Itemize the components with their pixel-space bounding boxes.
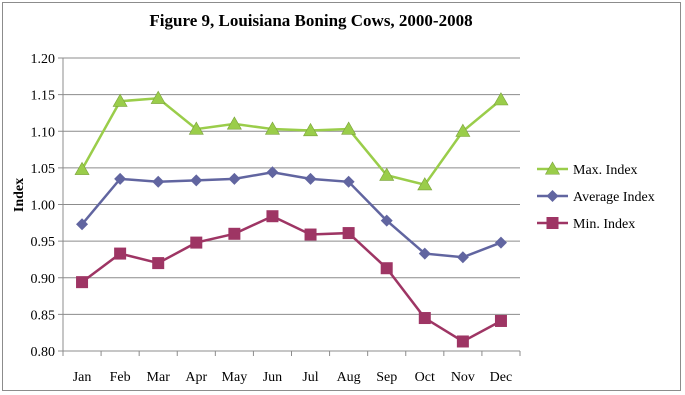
data-point — [456, 251, 469, 264]
data-point — [342, 175, 355, 188]
data-point — [74, 161, 90, 175]
data-point — [228, 172, 241, 185]
x-tick-label: Oct — [415, 370, 435, 385]
x-tick-label: May — [222, 370, 248, 385]
data-point — [380, 214, 393, 227]
legend-label: Max. Index — [573, 163, 638, 178]
data-point — [304, 228, 317, 241]
series-line — [81, 214, 502, 343]
x-tick-label: Jan — [73, 370, 92, 385]
data-point — [379, 167, 395, 181]
gridlines — [63, 57, 520, 352]
legend: Max. Index Average Index Min. Index — [537, 161, 655, 232]
y-tick-label: 1.05 — [31, 162, 56, 177]
data-point — [150, 90, 166, 104]
y-tick-label: 1.00 — [31, 199, 56, 214]
legend-item: Average Index — [537, 190, 655, 205]
y-tick-label: 1.20 — [31, 52, 56, 67]
data-point — [494, 314, 507, 327]
x-tick-label: Jun — [263, 370, 282, 385]
data-point — [493, 92, 509, 106]
series-min-index — [76, 210, 507, 348]
series — [74, 90, 509, 348]
legend-marker — [546, 217, 559, 229]
data-point — [114, 172, 127, 185]
legend-label: Min. Index — [573, 217, 635, 232]
series-max-index — [74, 90, 509, 191]
data-point — [417, 177, 433, 191]
data-point — [341, 121, 357, 135]
series-line — [80, 97, 502, 187]
legend-label: Average Index — [573, 190, 655, 205]
legend-marker — [544, 161, 561, 175]
x-tick-label: Apr — [185, 370, 207, 385]
data-point — [304, 172, 317, 185]
x-tick-label: Sep — [376, 370, 397, 385]
x-tick-label: Mar — [147, 370, 171, 385]
data-point — [342, 227, 355, 240]
data-point — [418, 312, 431, 325]
x-tick-label: Jul — [302, 370, 318, 385]
y-tick-label: 1.10 — [31, 125, 56, 140]
x-tick-label: Feb — [110, 370, 131, 385]
data-point — [494, 236, 507, 249]
data-point — [266, 210, 279, 223]
chart-title: Figure 9, Louisiana Boning Cows, 2000-20… — [149, 11, 472, 30]
data-point — [418, 247, 431, 260]
data-point — [228, 227, 241, 240]
legend-item: Min. Index — [537, 217, 635, 232]
data-point — [456, 335, 469, 348]
y-axis-label: Index — [12, 178, 27, 212]
data-point — [264, 121, 280, 135]
data-point — [455, 123, 471, 137]
x-tick-label: Aug — [337, 370, 361, 385]
x-tick-label: Dec — [490, 370, 513, 385]
y-tick-label: 0.90 — [31, 272, 56, 287]
data-point — [76, 276, 89, 289]
data-point — [190, 236, 203, 249]
data-point — [303, 122, 319, 137]
data-point — [226, 116, 242, 130]
x-tick-label: Nov — [451, 370, 475, 385]
data-point — [266, 166, 279, 179]
data-point — [188, 121, 204, 135]
data-point — [190, 174, 203, 187]
data-point — [152, 257, 165, 270]
legend-marker — [546, 190, 559, 202]
data-point — [112, 93, 128, 107]
y-tick-label: 0.95 — [31, 235, 56, 250]
series-line — [81, 171, 502, 259]
data-point — [114, 247, 127, 260]
data-point — [76, 218, 89, 231]
data-point — [152, 175, 165, 188]
axes: 0.80 0.85 0.90 0.95 1.00 1.05 1.10 1.15 1.20 Jan F… — [31, 52, 521, 385]
y-tick-label: 0.85 — [31, 308, 56, 323]
y-tick-label: 0.80 — [31, 345, 56, 360]
legend-item: Max. Index — [537, 161, 638, 178]
y-tick-label: 1.15 — [31, 89, 56, 104]
data-point — [380, 262, 393, 275]
series-average-index — [76, 166, 507, 264]
